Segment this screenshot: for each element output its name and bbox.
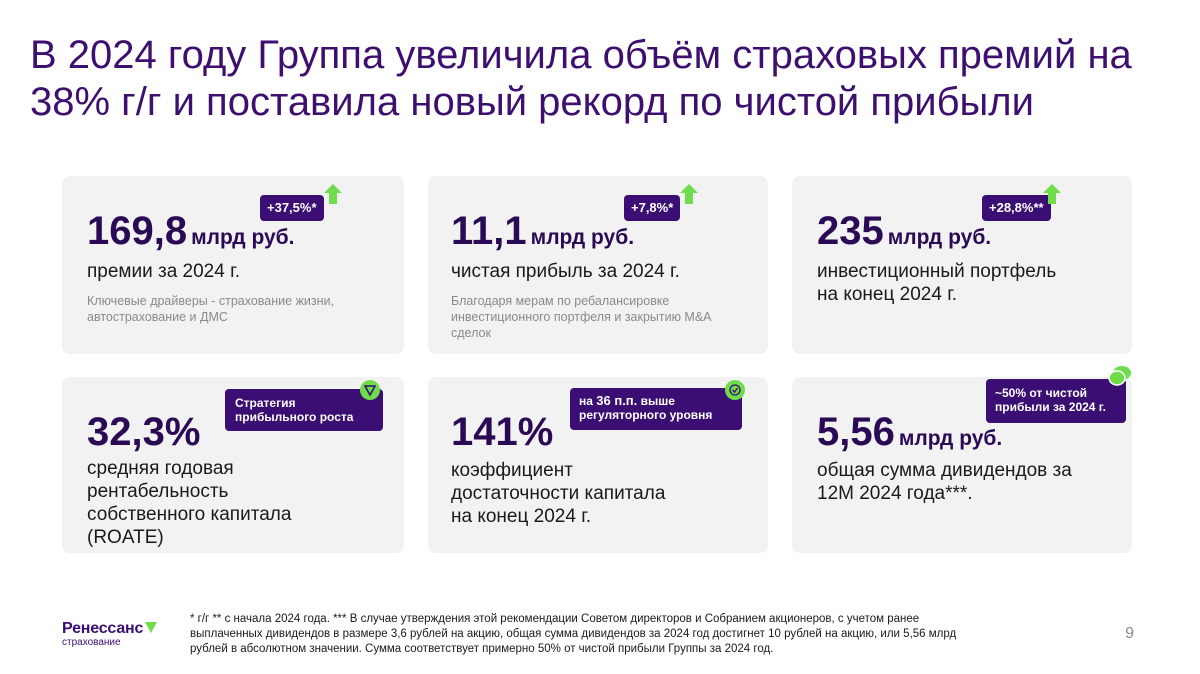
regulatory-badge-bold: 36 п.п. bbox=[596, 393, 638, 408]
arrow-up-icon bbox=[324, 184, 342, 204]
arrow-up-icon bbox=[1043, 184, 1061, 204]
net-profit-value: 11,1 млрд руб. bbox=[451, 209, 634, 254]
capital-adequacy-description-line1: коэффициент bbox=[451, 460, 573, 481]
capital-adequacy-number: 141% bbox=[451, 410, 554, 454]
dividends-description-line2: 12М 2024 года***. bbox=[817, 483, 973, 504]
arrow-up-icon bbox=[680, 184, 698, 204]
dividends-number: 5,56 bbox=[817, 410, 895, 454]
roate-value: 32,3% bbox=[87, 410, 200, 455]
premiums-value: 169,8 млрд руб. bbox=[87, 209, 295, 254]
roate-description: средняя годовая рентабельность собственн… bbox=[87, 457, 291, 549]
portfolio-number: 235 bbox=[817, 209, 884, 253]
portfolio-value: 235 млрд руб. bbox=[817, 209, 991, 254]
card-capital-adequacy: 141% коэффициент достаточности капитала … bbox=[428, 377, 768, 553]
roate-description-line3: собственного капитала bbox=[87, 504, 292, 525]
roate-description-line4: (ROATE) bbox=[87, 527, 164, 548]
portfolio-unit: млрд руб. bbox=[887, 226, 992, 249]
net-profit-note: Благодаря мерам по ребалансировке инвест… bbox=[451, 294, 711, 340]
page-title-line1: В 2024 году Группа увеличила объём страх… bbox=[30, 33, 1132, 77]
coins-icon bbox=[1108, 366, 1131, 386]
capital-adequacy-description: коэффициент достаточности капитала на ко… bbox=[451, 459, 665, 528]
footnote-line1: * г/г ** с начала 2024 года. *** В случа… bbox=[190, 613, 920, 625]
premiums-number: 169,8 bbox=[87, 209, 188, 253]
dividend-payout-badge-line1: ~50% от чистой bbox=[995, 386, 1088, 400]
premiums-note: Ключевые драйверы - страхование жизни, а… bbox=[87, 294, 335, 324]
dividends-value: 5,56 млрд руб. bbox=[817, 410, 1002, 455]
net-profit-growth-badge: +7,8%* bbox=[624, 195, 681, 221]
check-circle-icon bbox=[725, 380, 745, 400]
logo-triangle-icon bbox=[145, 622, 157, 633]
dividends-unit: млрд руб. bbox=[898, 427, 1003, 450]
regulatory-badge: на 36 п.п. выше регуляторного уровня bbox=[570, 388, 742, 430]
portfolio-description: инвестиционный портфель на конец 2024 г. bbox=[817, 260, 1056, 306]
net-profit-number: 11,1 bbox=[451, 209, 527, 253]
footnote-line3: рублей в абсолютном значении. Сумма соот… bbox=[190, 643, 774, 655]
portfolio-growth-badge: +28,8%** bbox=[982, 195, 1051, 221]
capital-adequacy-description-line3: на конец 2024 г. bbox=[451, 506, 592, 527]
company-logo: Ренессанс страхование bbox=[62, 620, 157, 648]
strategy-badge-line2: прибыльного роста bbox=[235, 410, 354, 424]
regulatory-badge-line2: регуляторного уровня bbox=[579, 408, 713, 422]
page-title: В 2024 году Группа увеличила объём страх… bbox=[30, 32, 1170, 126]
roate-number: 32,3% bbox=[87, 410, 201, 454]
triangle-check-icon bbox=[360, 380, 380, 400]
regulatory-badge-post: выше bbox=[637, 394, 675, 408]
logo-subtitle: страхование bbox=[62, 637, 121, 648]
premiums-growth-badge: +37,5%* bbox=[260, 195, 324, 221]
card-dividends: 5,56 млрд руб. общая сумма дивидендов за … bbox=[792, 366, 1132, 553]
net-profit-description: чистая прибыль за 2024 г. bbox=[451, 261, 680, 282]
dividend-payout-badge: ~50% от чистой прибыли за 2024 г. bbox=[986, 379, 1126, 423]
net-profit-unit: млрд руб. bbox=[530, 226, 635, 249]
page-number: 9 bbox=[1125, 625, 1134, 642]
strategy-badge-line1: Стратегия bbox=[235, 396, 296, 410]
capital-adequacy-value: 141% bbox=[451, 410, 553, 455]
dividend-payout-badge-line2: прибыли за 2024 г. bbox=[995, 400, 1106, 414]
capital-adequacy-description-line2: достаточности капитала bbox=[451, 483, 666, 504]
roate-description-line2: рентабельность bbox=[87, 481, 229, 502]
dividends-description: общая сумма дивидендов за 12М 2024 года*… bbox=[817, 459, 1072, 505]
footnote: * г/г ** с начала 2024 года. *** В случа… bbox=[190, 612, 1040, 657]
card-premiums: 169,8 млрд руб. премии за 2024 г. Ключевы… bbox=[62, 176, 404, 354]
premiums-description: премии за 2024 г. bbox=[87, 261, 240, 282]
regulatory-badge-pre: на bbox=[579, 394, 597, 408]
card-net-profit: 11,1 млрд руб. чистая прибыль за 2024 г. … bbox=[428, 176, 768, 354]
page-title-line2: 38% г/г и поставила новый рекорд по чист… bbox=[30, 80, 1034, 124]
portfolio-description-line1: инвестиционный портфель bbox=[817, 261, 1057, 282]
regulatory-badge-line1: на 36 п.п. выше bbox=[579, 393, 733, 409]
strategy-badge: Стратегия прибыльного роста bbox=[225, 389, 383, 431]
footnote-line2: выплаченных дивидендов в размере 3,6 руб… bbox=[190, 628, 957, 640]
card-roate: 32,3% средняя годовая рентабельность соб… bbox=[62, 377, 404, 553]
roate-description-line1: средняя годовая bbox=[87, 458, 234, 479]
dividends-description-line1: общая сумма дивидендов за bbox=[817, 460, 1072, 481]
card-investment-portfolio: 235 млрд руб. инвестиционный портфель на … bbox=[792, 176, 1132, 354]
premiums-unit: млрд руб. bbox=[191, 226, 295, 249]
portfolio-description-line2: на конец 2024 г. bbox=[817, 284, 958, 305]
logo-name: Ренессанс bbox=[62, 620, 144, 637]
